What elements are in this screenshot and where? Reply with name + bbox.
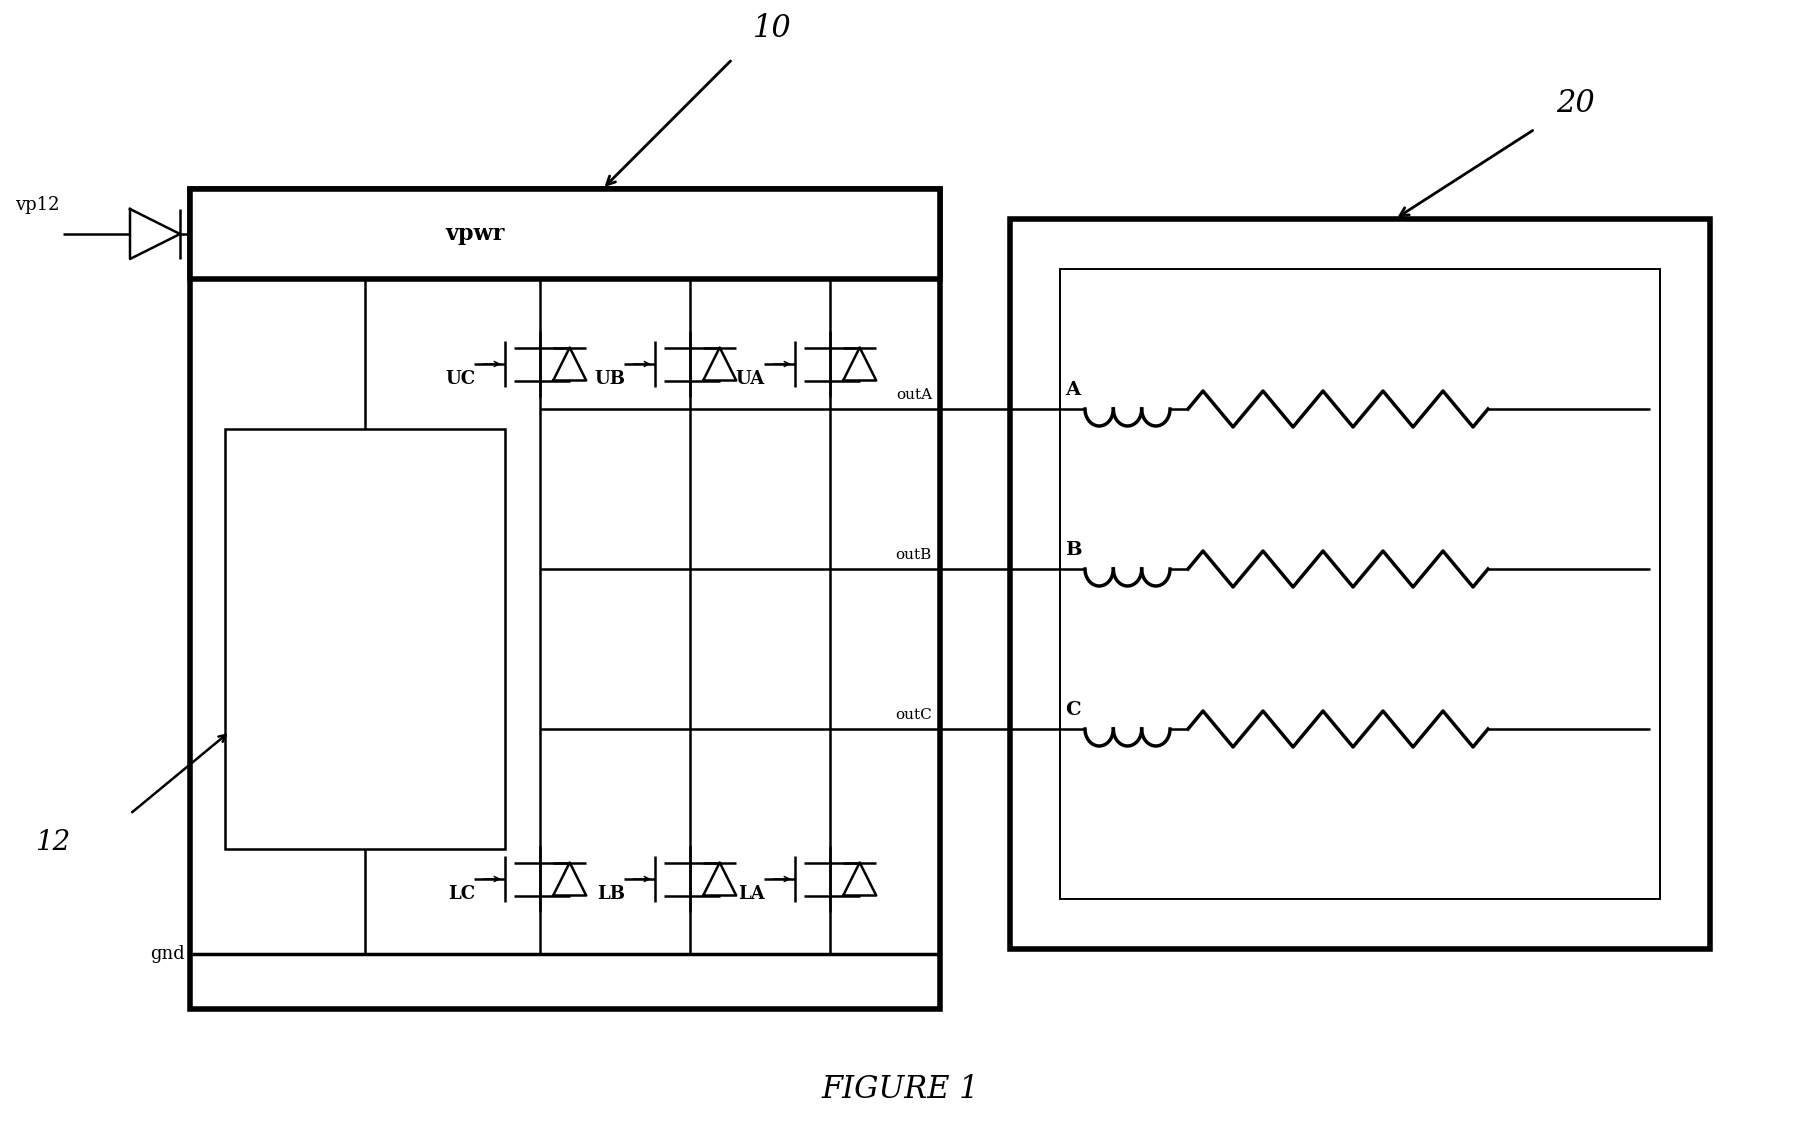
Text: FIGURE 1: FIGURE 1 — [821, 1073, 978, 1105]
Bar — [1061, 269, 1661, 899]
Text: C: C — [1064, 700, 1081, 719]
Text: outB: outB — [895, 548, 931, 562]
Text: LC: LC — [448, 885, 475, 903]
Text: vp12: vp12 — [14, 196, 59, 214]
Bar — [189, 189, 940, 279]
Text: vpwr: vpwr — [445, 223, 504, 245]
Text: UC: UC — [445, 370, 475, 388]
Text: B: B — [1064, 541, 1082, 559]
Text: outA: outA — [895, 388, 931, 402]
Text: 10: 10 — [753, 13, 791, 44]
Text: A: A — [1064, 382, 1081, 399]
Text: outC: outC — [895, 708, 931, 722]
Text: 20: 20 — [1556, 88, 1594, 118]
Bar — [1010, 219, 1709, 949]
Bar — [225, 429, 504, 849]
Text: UA: UA — [737, 370, 765, 388]
Text: 12: 12 — [34, 829, 70, 857]
Text: LA: LA — [738, 885, 765, 903]
Text: gnd: gnd — [149, 945, 186, 962]
Text: LB: LB — [596, 885, 625, 903]
Bar — [189, 189, 940, 1009]
Text: UB: UB — [594, 370, 625, 388]
